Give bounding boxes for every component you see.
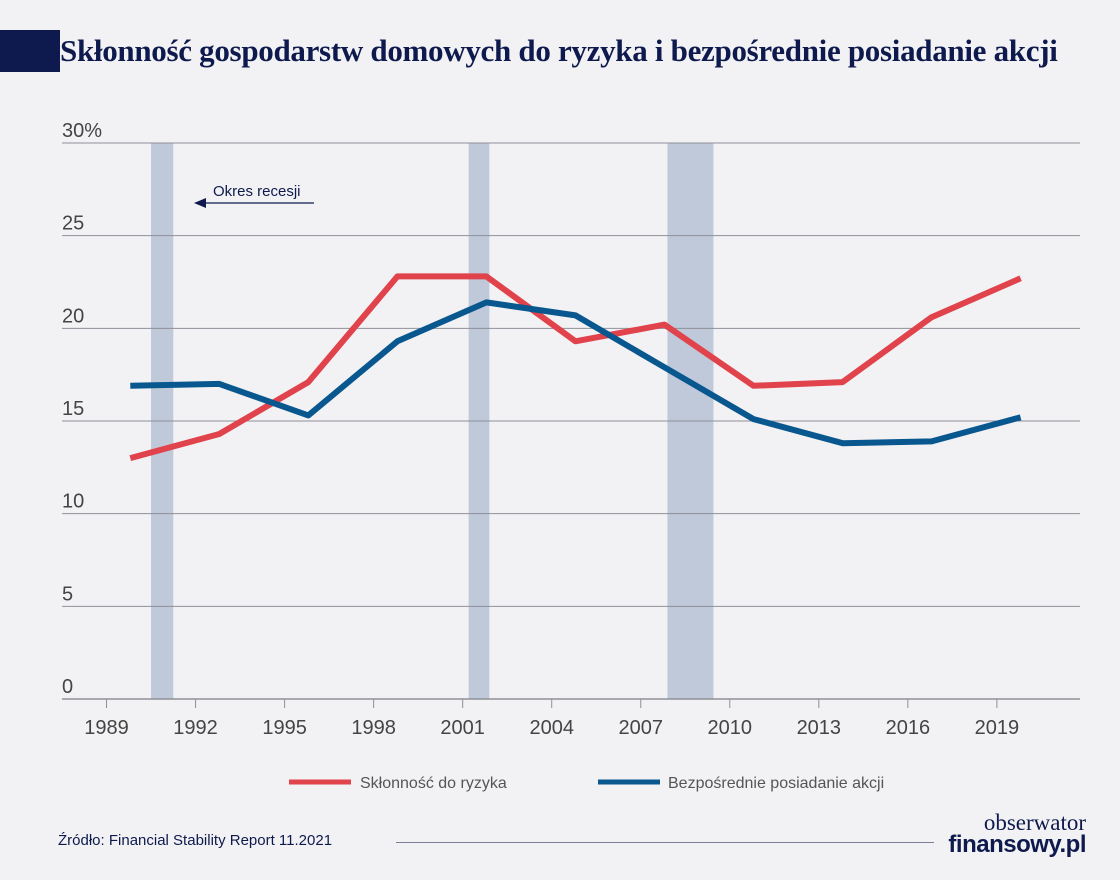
legend: Skłonność do ryzyka Bezpośrednie posiada… xyxy=(289,775,884,792)
x-tick-label: 2016 xyxy=(886,717,931,739)
source-note: Źródło: Financial Stability Report 11.20… xyxy=(58,832,333,849)
x-tick-label: 2010 xyxy=(708,717,753,739)
x-tick-label: 2007 xyxy=(618,717,663,739)
x-axis-ticks: 1989 1992 1995 1998 2001 2004 2007 2010 2013 2016… xyxy=(84,699,1019,739)
gridlines xyxy=(62,142,1080,700)
y-tick-label: 10 xyxy=(62,491,84,513)
x-tick-label: 1992 xyxy=(173,717,218,739)
brand-logo: obserwator finansowy.pl xyxy=(948,810,1086,858)
y-axis-ticks: 0 5 10 15 20 25 30% xyxy=(62,120,102,698)
x-tick-label: 2013 xyxy=(797,717,842,739)
y-tick-label: 25 xyxy=(62,213,84,235)
series-line-risk xyxy=(129,273,1022,461)
x-tick-label: 2004 xyxy=(529,717,574,739)
series-lines xyxy=(129,273,1022,461)
y-tick-label: 5 xyxy=(62,583,73,605)
logo-line-1: obserwator xyxy=(983,810,1086,835)
x-tick-label: 2001 xyxy=(440,717,485,739)
chart-title: Skłonność gospodarstw domowych do ryzyka… xyxy=(60,33,1058,68)
annotation-label: Okres recesji xyxy=(213,183,301,200)
legend-label-stocks: Bezpośrednie posiadanie akcji xyxy=(668,775,884,792)
x-tick-label: 1989 xyxy=(84,717,129,739)
source-divider xyxy=(396,842,934,843)
x-tick-label: 1998 xyxy=(351,717,396,739)
series-line-stocks xyxy=(130,299,1022,447)
x-tick-label: 2019 xyxy=(975,717,1020,739)
y-tick-label: 20 xyxy=(62,305,84,327)
y-tick-label: 15 xyxy=(62,398,84,420)
y-tick-label: 0 xyxy=(62,676,73,698)
recession-annotation: Okres recesji xyxy=(194,183,314,208)
y-tick-label: 30% xyxy=(62,120,102,142)
title-accent-bar xyxy=(0,30,60,72)
logo-line-2: finansowy.pl xyxy=(948,830,1086,858)
legend-label-risk: Skłonność do ryzyka xyxy=(360,775,507,792)
annotation-arrow-icon xyxy=(194,198,206,208)
x-tick-label: 1995 xyxy=(262,717,307,739)
